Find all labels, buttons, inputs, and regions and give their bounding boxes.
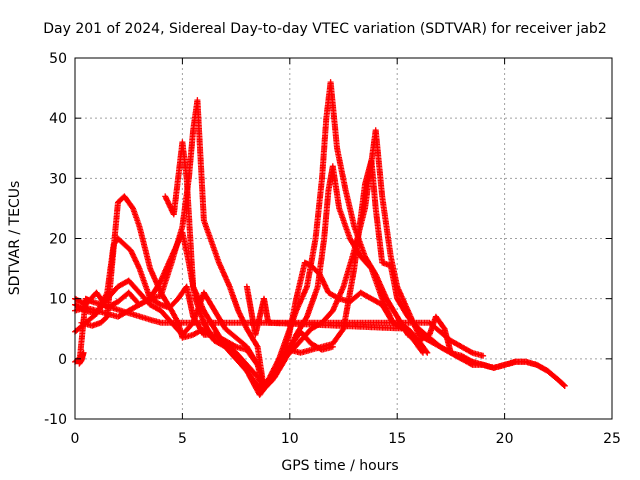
y-tick-label: 20 <box>49 232 67 248</box>
x-tick-label: 10 <box>281 431 299 447</box>
x-tick-label: 0 <box>71 431 80 447</box>
y-tick-label: 30 <box>49 171 67 187</box>
y-tick-label: 40 <box>49 111 67 127</box>
y-tick-label: 10 <box>49 292 67 308</box>
data-series-track-6 <box>162 139 519 392</box>
data-points <box>162 139 519 392</box>
x-tick-label: 15 <box>388 431 406 447</box>
y-tick-label: -10 <box>44 412 67 428</box>
x-tick-label: 25 <box>603 431 621 447</box>
plot-area <box>72 79 568 398</box>
y-tick-label: 50 <box>49 51 67 67</box>
y-tick-label: 0 <box>58 352 67 368</box>
y-axis-label: SDTVAR / TECUs <box>7 181 23 296</box>
chart-title: Day 201 of 2024, Sidereal Day-to-day VTE… <box>43 21 606 37</box>
x-tick-label: 5 <box>178 431 187 447</box>
x-tick-label: 20 <box>496 431 514 447</box>
x-axis-label: GPS time / hours <box>281 458 398 474</box>
